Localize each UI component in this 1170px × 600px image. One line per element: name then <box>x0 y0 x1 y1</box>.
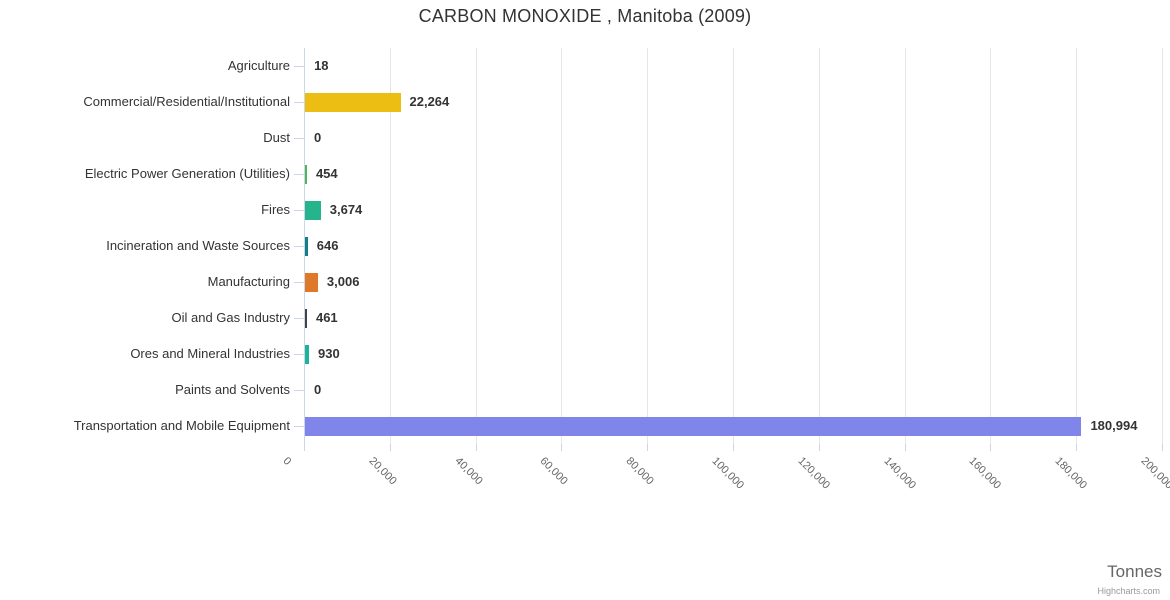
category-label: Electric Power Generation (Utilities) <box>84 166 290 181</box>
x-axis-tick-label: 100,000 <box>709 455 747 492</box>
x-axis-tick-label: 180,000 <box>1052 455 1090 492</box>
category-label: Paints and Solvents <box>175 382 290 397</box>
bar-fires[interactable] <box>305 200 321 220</box>
x-axis-tick-label: 80,000 <box>623 455 656 488</box>
x-axis-tick-label: 40,000 <box>452 455 485 488</box>
bar-value-label: 180,994 <box>1090 418 1138 433</box>
x-gridline <box>1162 48 1163 444</box>
y-axis-tick <box>294 426 304 427</box>
x-axis-tick-label: 160,000 <box>966 455 1004 492</box>
y-axis-tick <box>294 282 304 283</box>
bar-electric-power-generation-utilities-[interactable] <box>305 164 307 184</box>
x-gridline <box>733 48 734 444</box>
bar-value-label: 930 <box>317 346 340 361</box>
bar-value-label: 461 <box>315 310 338 325</box>
x-axis-tick <box>304 444 305 451</box>
chart-title: CARBON MONOXIDE , Manitoba (2009) <box>418 6 752 26</box>
x-axis-tick <box>904 444 906 451</box>
y-axis-tick <box>294 138 304 139</box>
bar-transportation-and-mobile-equipment[interactable] <box>305 416 1082 436</box>
category-label: Transportation and Mobile Equipment <box>73 418 290 433</box>
x-axis-tick-label: 20,000 <box>366 455 399 488</box>
bar-value-label: 3,674 <box>329 202 363 217</box>
x-axis-tick-label: 0 <box>280 455 294 468</box>
x-gridline <box>1076 48 1078 444</box>
bar-value-label: 646 <box>316 238 339 253</box>
x-gridline <box>904 48 906 444</box>
x-axis-tick <box>561 444 563 451</box>
x-gridline <box>990 48 992 444</box>
y-axis-tick <box>294 210 304 211</box>
category-label: Incineration and Waste Sources <box>106 238 290 253</box>
y-axis-tick <box>294 318 304 319</box>
bar-incineration-and-waste-sources[interactable] <box>305 236 308 256</box>
y-axis-line <box>304 48 305 444</box>
x-gridline <box>475 48 477 444</box>
x-axis-tick-label: 200,000 <box>1138 455 1170 492</box>
bar-value-label: 454 <box>315 166 338 181</box>
bar-oil-and-gas-industry[interactable] <box>305 308 307 328</box>
x-axis-tick <box>990 444 992 451</box>
x-gridline <box>389 48 391 444</box>
x-axis-tick-label: 60,000 <box>537 455 571 488</box>
x-gridline <box>818 48 820 444</box>
x-axis-tick-label: 120,000 <box>795 455 832 492</box>
category-label: Oil and Gas Industry <box>171 310 291 325</box>
category-label: Agriculture <box>227 58 290 73</box>
bar-value-label: 0 <box>314 382 322 397</box>
category-label: Ores and Mineral Industries <box>130 346 290 361</box>
y-axis-tick <box>294 102 304 103</box>
bar-value-label: 18 <box>314 58 329 73</box>
category-label: Fires <box>261 202 290 217</box>
y-axis-tick <box>294 66 304 67</box>
category-label: Commercial/Residential/Institutional <box>83 94 290 109</box>
y-axis-tick <box>294 174 304 175</box>
x-axis-tick <box>647 444 649 451</box>
x-axis-tick <box>818 444 820 451</box>
y-axis-tick <box>294 354 304 355</box>
x-axis-tick <box>389 444 391 451</box>
category-label: Dust <box>263 130 290 145</box>
bar-value-label: 3,006 <box>326 274 360 289</box>
y-axis-tick <box>294 390 304 391</box>
bar-value-label: 22,264 <box>409 94 450 109</box>
x-axis-title: Tonnes <box>1107 562 1162 581</box>
x-gridline <box>561 48 563 444</box>
x-axis-tick <box>733 444 734 451</box>
bar-ores-and-mineral-industries[interactable] <box>305 344 309 364</box>
category-label: Manufacturing <box>207 274 290 289</box>
x-axis-tick <box>1162 444 1163 451</box>
x-axis-tick <box>1076 444 1078 451</box>
bar-manufacturing[interactable] <box>305 272 318 292</box>
y-axis-tick <box>294 246 304 247</box>
bar-commercial-residential-institutional[interactable] <box>305 92 401 112</box>
x-axis-tick <box>475 444 477 451</box>
highcharts-credits-link[interactable]: Highcharts.com <box>1097 586 1160 596</box>
x-gridline <box>647 48 649 444</box>
bar-value-label: 0 <box>314 130 322 145</box>
x-axis-tick-label: 140,000 <box>881 455 918 492</box>
